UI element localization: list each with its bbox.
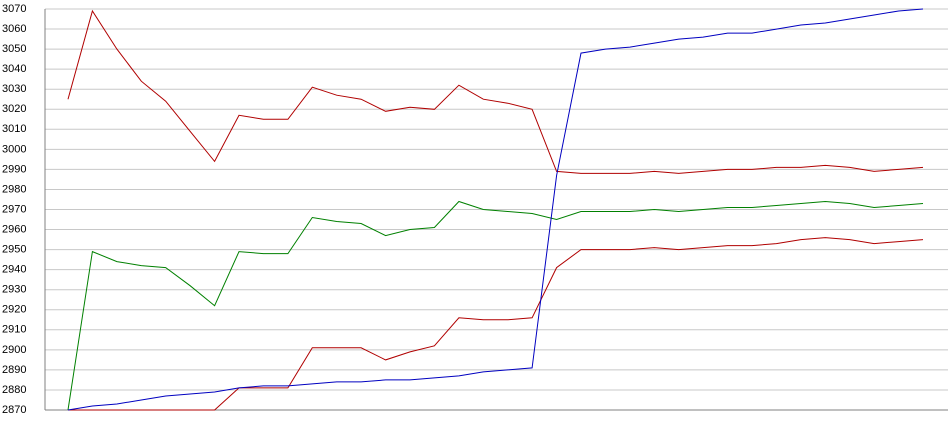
y-tick-label: 2910: [2, 324, 26, 336]
y-tick-label: 3000: [2, 143, 26, 155]
y-tick-label: 3060: [2, 23, 26, 35]
series-line: [67, 9, 924, 174]
series-line: [67, 200, 924, 411]
y-tick-label: 2890: [2, 364, 26, 376]
y-tick-label: 2980: [2, 183, 26, 195]
series-line: [68, 237, 924, 411]
y-tick-label: 2870: [2, 404, 26, 416]
y-tick-label: 2960: [2, 223, 26, 235]
y-tick-label: 3020: [2, 103, 26, 115]
y-tick-label: 2990: [2, 163, 26, 175]
y-tick-label: 3050: [2, 43, 26, 55]
series-line: [67, 8, 924, 411]
y-tick-label: 2920: [2, 304, 26, 316]
y-tick-label: 2900: [2, 344, 26, 356]
y-tick-label: 2930: [2, 284, 26, 296]
y-tick-label: 3010: [2, 123, 26, 135]
y-tick-label: 2940: [2, 264, 26, 276]
y-tick-label: 3070: [2, 3, 26, 15]
y-tick-label: 3040: [2, 63, 26, 75]
y-tick-label: 2950: [2, 244, 26, 256]
y-tick-label: 2880: [2, 384, 26, 396]
y-tick-label: 2970: [2, 203, 26, 215]
y-tick-label: 3030: [2, 83, 26, 95]
